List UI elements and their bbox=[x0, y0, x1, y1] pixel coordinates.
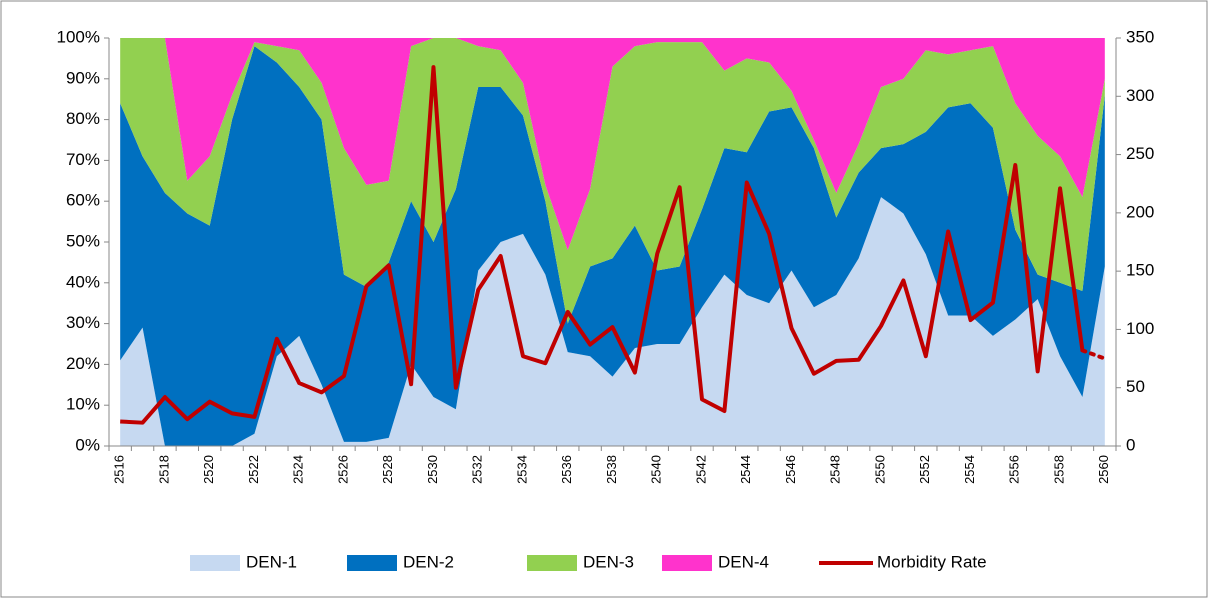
legend-swatch bbox=[190, 555, 240, 571]
x-tick-label: 2528 bbox=[380, 455, 395, 484]
y-tick-label: 60% bbox=[66, 191, 100, 210]
area bbox=[120, 38, 1105, 324]
x-tick-label: 2524 bbox=[291, 455, 306, 484]
y-tick-label: 20% bbox=[66, 354, 100, 373]
y2-tick-label: 50 bbox=[1126, 377, 1145, 396]
x-tick-label: 2550 bbox=[872, 455, 887, 484]
x-tick-label: 2554 bbox=[962, 455, 977, 484]
x-tick-label: 2542 bbox=[693, 455, 708, 484]
legend-label: Morbidity Rate bbox=[877, 552, 987, 571]
y-tick-label: 30% bbox=[66, 313, 100, 332]
x-tick-label: 2518 bbox=[156, 455, 171, 484]
y-tick-label: 100% bbox=[57, 27, 100, 46]
y-tick-label: 50% bbox=[66, 231, 100, 250]
y-tick-label: 0% bbox=[75, 435, 100, 454]
x-tick-label: 2556 bbox=[1007, 455, 1022, 484]
x-tick-label: 2552 bbox=[917, 455, 932, 484]
legend-label: DEN-4 bbox=[718, 552, 769, 571]
y-tick-label: 90% bbox=[66, 68, 100, 87]
x-tick-label: 2534 bbox=[514, 455, 529, 484]
area bbox=[120, 197, 1105, 446]
x-tick-label: 2536 bbox=[559, 455, 574, 484]
x-tick-label: 2544 bbox=[738, 455, 753, 484]
x-tick-label: 2548 bbox=[828, 455, 843, 484]
x-tick-label: 2520 bbox=[201, 455, 216, 484]
area bbox=[120, 46, 1105, 446]
x-tick-label: 2538 bbox=[604, 455, 619, 484]
legend-label: DEN-1 bbox=[246, 552, 297, 571]
y2-tick-label: 100 bbox=[1126, 319, 1154, 338]
x-tick-label: 2558 bbox=[1051, 455, 1066, 484]
legend-swatch bbox=[662, 555, 712, 571]
legend-label: DEN-2 bbox=[403, 552, 454, 571]
legend-swatch bbox=[347, 555, 397, 571]
x-tick-label: 2560 bbox=[1096, 455, 1111, 484]
x-tick-label: 2522 bbox=[246, 455, 261, 484]
x-tick-label: 2532 bbox=[470, 455, 485, 484]
legend-label: DEN-3 bbox=[583, 552, 634, 571]
line-dotted bbox=[1080, 348, 1107, 361]
y-tick-label: 40% bbox=[66, 272, 100, 291]
legend-swatch bbox=[527, 555, 577, 571]
y-tick-label: 80% bbox=[66, 109, 100, 128]
y2-tick-label: 200 bbox=[1126, 202, 1154, 221]
x-tick-label: 2530 bbox=[425, 455, 440, 484]
x-tick-label: 2516 bbox=[112, 455, 127, 484]
y-tick-label: 10% bbox=[66, 395, 100, 414]
x-tick-label: 2546 bbox=[783, 455, 798, 484]
y2-tick-label: 250 bbox=[1126, 144, 1154, 163]
y2-tick-label: 150 bbox=[1126, 261, 1154, 280]
y-tick-label: 70% bbox=[66, 150, 100, 169]
area bbox=[120, 38, 1105, 251]
y2-tick-label: 300 bbox=[1126, 86, 1154, 105]
x-tick-label: 2526 bbox=[335, 455, 350, 484]
y2-tick-label: 350 bbox=[1126, 27, 1154, 46]
line bbox=[120, 65, 1085, 425]
y2-tick-label: 0 bbox=[1126, 435, 1135, 454]
x-tick-label: 2540 bbox=[649, 455, 664, 484]
